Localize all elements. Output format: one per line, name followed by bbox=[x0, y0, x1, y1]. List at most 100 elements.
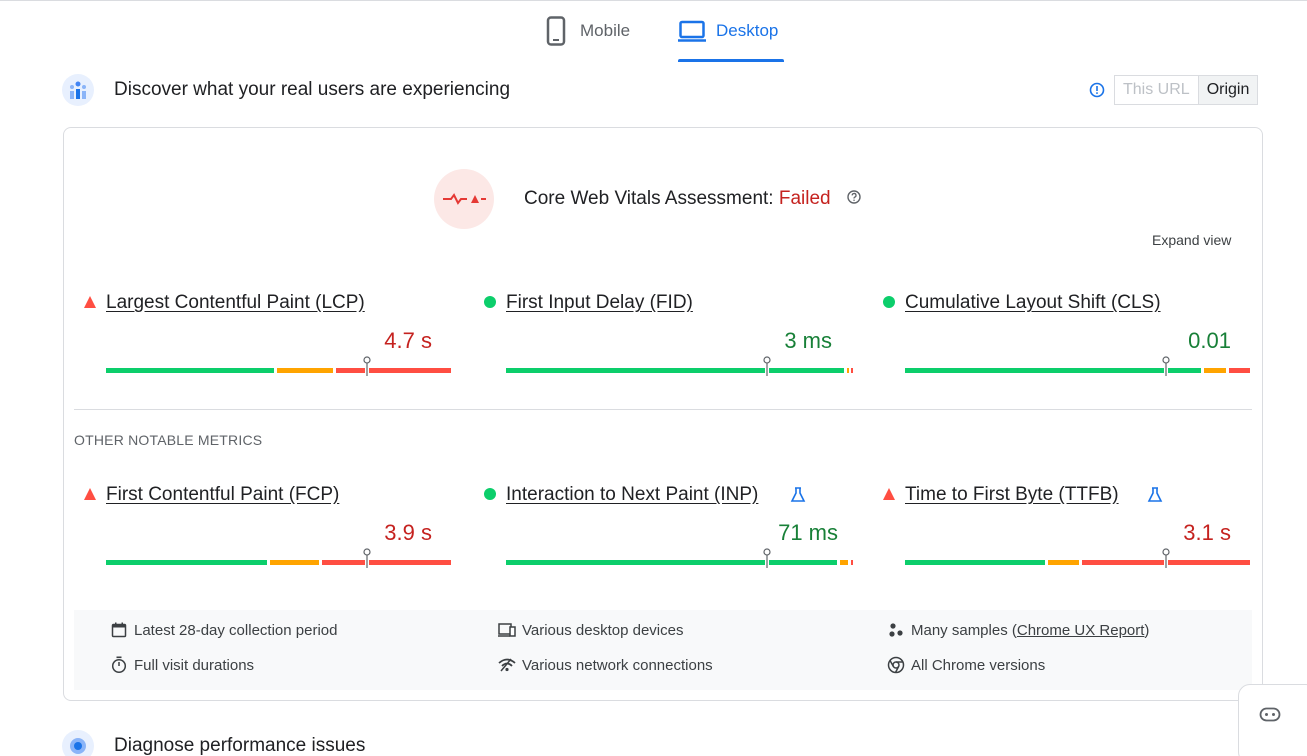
field-data-card bbox=[63, 127, 1263, 701]
good-segment bbox=[106, 560, 267, 565]
network-types-text: Various network connections bbox=[522, 656, 713, 674]
this-url-button[interactable]: This URL bbox=[1114, 75, 1199, 105]
distribution-bar bbox=[905, 356, 1253, 376]
tab-desktop-label: Desktop bbox=[716, 21, 779, 40]
metric-value: 71 ms bbox=[778, 520, 838, 545]
poor-segment bbox=[1228, 368, 1250, 373]
poor-segment bbox=[321, 560, 451, 565]
collection-period: Latest 28-day collection period bbox=[110, 621, 337, 639]
cwv-assessment: Core Web Vitals Assessment: Failed bbox=[434, 169, 862, 229]
metric-value: 0.01 bbox=[1188, 328, 1231, 353]
poor-triangle-icon bbox=[883, 488, 895, 500]
tab-desktop[interactable]: Desktop bbox=[678, 14, 785, 62]
help-icon[interactable] bbox=[846, 189, 862, 205]
good-circle-icon bbox=[484, 488, 496, 500]
poor-triangle-icon bbox=[84, 296, 96, 308]
good-circle-icon bbox=[484, 296, 496, 308]
stopwatch-icon bbox=[110, 656, 128, 674]
sample-source: Many samples (Chrome UX Report) bbox=[887, 621, 1149, 639]
chat-icon bbox=[1259, 707, 1281, 722]
devices-icon bbox=[498, 621, 516, 639]
diagnose-icon bbox=[62, 730, 94, 756]
laptop-icon bbox=[678, 14, 706, 48]
metric-name-inp: Interaction to Next Paint (INP) bbox=[506, 484, 758, 506]
device-tabs: Mobile Desktop bbox=[0, 0, 1307, 62]
visit-durations-text: Full visit durations bbox=[134, 656, 255, 674]
chrome-icon bbox=[887, 656, 905, 674]
needs-improvement-segment bbox=[840, 560, 848, 565]
expand-view-button[interactable]: Expand view bbox=[1152, 232, 1232, 248]
poor-triangle-icon bbox=[84, 488, 96, 500]
samples-icon bbox=[887, 621, 905, 639]
calendar-icon bbox=[110, 621, 128, 639]
samples-prefix: Many samples ( bbox=[911, 621, 1017, 639]
distribution-bar bbox=[506, 548, 854, 568]
poor-segment bbox=[850, 560, 853, 565]
origin-button[interactable]: Origin bbox=[1198, 75, 1259, 105]
field-data-header: Discover what your real users are experi… bbox=[62, 74, 510, 106]
info-icon[interactable] bbox=[1088, 81, 1106, 99]
tab-mobile[interactable]: Mobile bbox=[542, 14, 630, 62]
good-segment bbox=[905, 560, 1045, 565]
top-divider bbox=[0, 0, 1307, 1]
visit-durations: Full visit durations bbox=[110, 656, 254, 674]
distribution-bar bbox=[905, 548, 1253, 568]
needs-improvement-segment bbox=[1204, 368, 1226, 373]
good-circle-icon bbox=[883, 296, 895, 308]
signal-icon bbox=[498, 656, 516, 674]
p75-marker-icon bbox=[763, 356, 771, 376]
needs-improvement-segment bbox=[1047, 560, 1080, 565]
distribution-bar bbox=[506, 356, 854, 376]
metric-name[interactable]: First Input Delay (FID) bbox=[506, 292, 693, 313]
chrome-ux-report-link[interactable]: Chrome UX Report bbox=[1016, 621, 1145, 639]
metric-value: 4.7 s bbox=[384, 328, 432, 353]
p75-marker-icon bbox=[763, 548, 771, 568]
samples-suffix: ) bbox=[1144, 621, 1150, 639]
needs-improvement-segment bbox=[276, 368, 333, 373]
metric-name[interactable]: Cumulative Layout Shift (CLS) bbox=[905, 292, 1161, 313]
device-types: Various desktop devices bbox=[498, 621, 683, 639]
experimental-flask-icon bbox=[790, 487, 806, 502]
url-origin-toggle: This URL Origin bbox=[1088, 75, 1259, 105]
poor-segment bbox=[850, 368, 853, 373]
good-segment bbox=[506, 560, 838, 565]
cwv-heading: Core Web Vitals Assessment: Failed bbox=[524, 188, 862, 210]
field-data-title: Discover what your real users are experi… bbox=[114, 79, 511, 100]
cwv-status: Failed bbox=[778, 188, 831, 209]
phone-icon bbox=[542, 14, 570, 48]
p75-marker-icon bbox=[363, 356, 371, 376]
chrome-versions-text: All Chrome versions bbox=[911, 656, 1046, 674]
collection-info-panel: Latest 28-day collection period Full vis… bbox=[74, 610, 1252, 690]
distribution-bar bbox=[106, 356, 454, 376]
needs-improvement-segment bbox=[269, 560, 319, 565]
good-segment bbox=[106, 368, 274, 373]
device-types-text: Various desktop devices bbox=[522, 621, 684, 639]
metric-name[interactable]: First Contentful Paint (FCP) bbox=[106, 484, 340, 505]
collection-period-text: Latest 28-day collection period bbox=[134, 621, 338, 639]
cwv-label: Core Web Vitals Assessment: bbox=[524, 188, 774, 209]
metric-value: 3.9 s bbox=[384, 520, 432, 545]
p75-marker-icon bbox=[1162, 356, 1170, 376]
metric-name[interactable]: Time to First Byte (TTFB) bbox=[905, 484, 1119, 505]
network-types: Various network connections bbox=[498, 656, 713, 674]
other-metrics-label: OTHER NOTABLE METRICS bbox=[74, 432, 263, 448]
needs-improvement-segment bbox=[847, 368, 850, 373]
good-segment bbox=[905, 368, 1202, 373]
diagnose-title: Diagnose performance issues bbox=[114, 735, 366, 756]
metrics-divider bbox=[74, 409, 1252, 410]
good-segment bbox=[506, 368, 845, 373]
p75-marker-icon bbox=[363, 548, 371, 568]
tab-mobile-label: Mobile bbox=[580, 21, 631, 40]
metric-name[interactable]: Largest Contentful Paint (LCP) bbox=[106, 292, 365, 313]
metric-value: 3.1 s bbox=[1183, 520, 1231, 545]
chat-button[interactable] bbox=[1238, 684, 1307, 756]
cwv-failed-icon bbox=[434, 169, 494, 229]
diagnose-header: Diagnose performance issues bbox=[62, 730, 365, 756]
distribution-bar bbox=[106, 548, 454, 568]
metric-name[interactable]: Interaction to Next Paint (INP) bbox=[506, 484, 759, 505]
experimental-flask-icon bbox=[1147, 487, 1163, 502]
users-chart-icon bbox=[62, 74, 94, 106]
poor-segment bbox=[335, 368, 451, 373]
metric-value: 3 ms bbox=[784, 328, 832, 353]
p75-marker-icon bbox=[1162, 548, 1170, 568]
